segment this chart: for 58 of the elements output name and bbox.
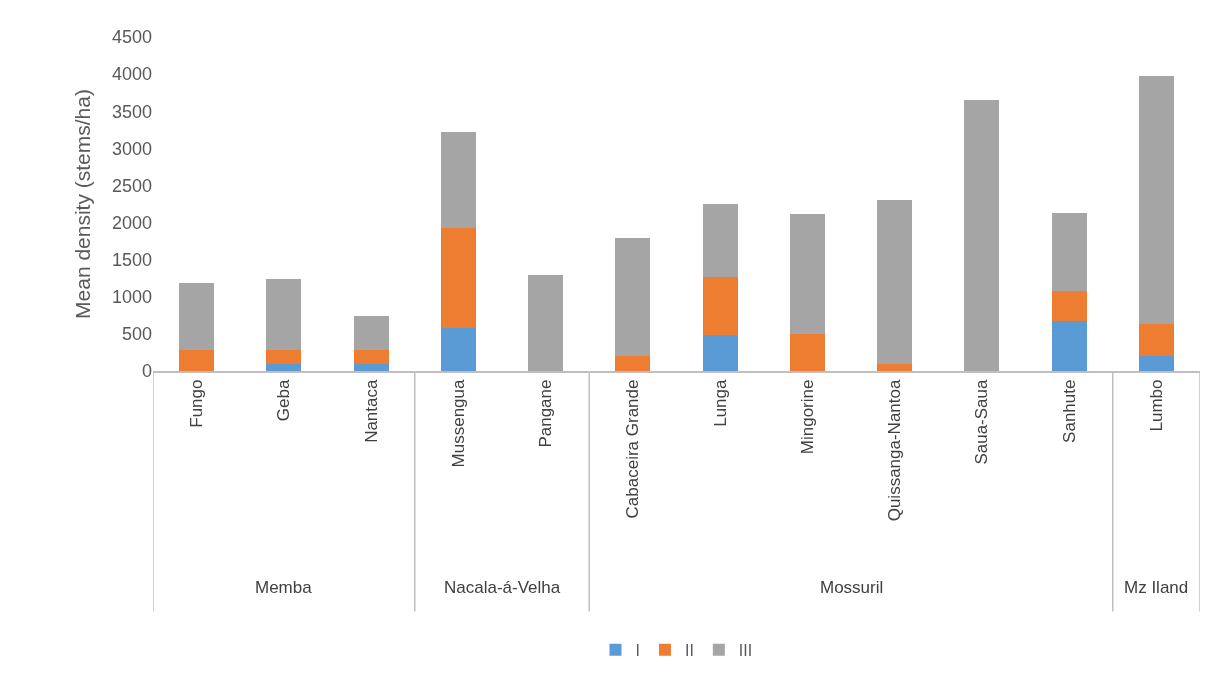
y-tick-label: 500 [121, 324, 152, 345]
bar [353, 350, 389, 364]
bar [353, 363, 389, 371]
x-tick-label: Fungo [187, 379, 207, 428]
bar [1138, 356, 1174, 371]
bar [266, 350, 302, 364]
legend-label: I [635, 642, 640, 660]
legend-label: II [684, 642, 694, 660]
bar [528, 274, 564, 371]
bar [789, 213, 825, 334]
x-tick-label: Mingorine [797, 379, 817, 455]
y-tick-label: 4500 [111, 27, 152, 48]
bar [179, 350, 215, 371]
bar [266, 363, 302, 371]
y-axis-title: Mean density (stems/ha) [71, 89, 95, 319]
bar [440, 227, 476, 328]
x-tick-label: Pangane [536, 379, 556, 448]
x-tick-label: Lunga [710, 379, 730, 427]
y-tick-label: 3000 [111, 138, 152, 159]
y-tick-label: 1500 [111, 249, 152, 270]
bar [877, 200, 913, 364]
bar [440, 327, 476, 371]
x-tick-label: Nantaca [361, 379, 381, 443]
bar [702, 334, 738, 371]
x-tick-label: Lumbo [1146, 379, 1166, 432]
bar [789, 333, 825, 371]
y-tick-label: 2000 [111, 212, 152, 233]
x-tick-label: Saua-Saua [972, 379, 992, 465]
text: Mz Iland [1124, 578, 1189, 597]
x-tick-label: Cabaceira Grande [623, 379, 643, 519]
y-tick-label: 2500 [111, 175, 152, 196]
y-tick-label: 0 [141, 361, 152, 382]
x-tick-label: Mussengua [448, 379, 468, 468]
bar [1051, 320, 1087, 371]
bar [702, 204, 738, 278]
x-tick-label: Geba [274, 379, 294, 422]
text: Memba [255, 578, 313, 597]
bar [1051, 290, 1087, 321]
bar [353, 316, 389, 351]
bar [266, 278, 302, 351]
y-tick-label: 3500 [111, 101, 152, 122]
legend-label: III [738, 642, 753, 660]
bar [877, 363, 913, 371]
y-tick-label: 1000 [111, 287, 152, 308]
text: Nacala-á-Velha [444, 578, 561, 597]
bar [702, 277, 738, 335]
bar [1051, 212, 1087, 291]
text: Mossuril [820, 578, 884, 597]
bar [179, 282, 215, 351]
bar [1138, 323, 1174, 357]
y-tick-label: 4000 [111, 64, 152, 85]
bar [615, 356, 651, 371]
x-tick-label: Sanhute [1059, 379, 1079, 443]
x-tick-label: Quissanga-Nantoa [885, 379, 905, 522]
bar [440, 132, 476, 228]
bar [964, 100, 1000, 371]
bar [1138, 76, 1174, 324]
bar [615, 238, 651, 357]
